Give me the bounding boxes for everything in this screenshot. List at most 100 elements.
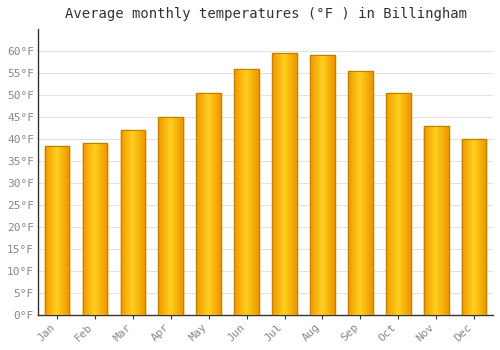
- Bar: [310, 55, 335, 315]
- Bar: [177, 117, 178, 315]
- Bar: [438, 126, 440, 315]
- Bar: [400, 93, 402, 315]
- Bar: [352, 71, 353, 315]
- Bar: [65, 146, 66, 315]
- Bar: [471, 139, 472, 315]
- Bar: [358, 71, 359, 315]
- Bar: [327, 55, 328, 315]
- Bar: [166, 117, 167, 315]
- Bar: [89, 143, 90, 315]
- Bar: [351, 71, 352, 315]
- Bar: [164, 117, 166, 315]
- Bar: [310, 55, 312, 315]
- Bar: [66, 146, 67, 315]
- Bar: [289, 53, 290, 315]
- Bar: [316, 55, 317, 315]
- Bar: [196, 93, 197, 315]
- Bar: [142, 130, 144, 315]
- Bar: [47, 146, 48, 315]
- Bar: [87, 143, 88, 315]
- Bar: [286, 53, 287, 315]
- Bar: [94, 143, 95, 315]
- Bar: [392, 93, 394, 315]
- Bar: [288, 53, 289, 315]
- Bar: [484, 139, 485, 315]
- Bar: [272, 53, 297, 315]
- Bar: [427, 126, 428, 315]
- Bar: [402, 93, 403, 315]
- Bar: [476, 139, 477, 315]
- Bar: [97, 143, 98, 315]
- Bar: [121, 130, 122, 315]
- Bar: [362, 71, 363, 315]
- Bar: [240, 69, 241, 315]
- Bar: [120, 130, 121, 315]
- Bar: [313, 55, 314, 315]
- Bar: [367, 71, 368, 315]
- Bar: [398, 93, 399, 315]
- Bar: [243, 69, 244, 315]
- Bar: [432, 126, 433, 315]
- Bar: [52, 146, 53, 315]
- Bar: [220, 93, 221, 315]
- Bar: [478, 139, 479, 315]
- Bar: [204, 93, 205, 315]
- Bar: [93, 143, 94, 315]
- Bar: [388, 93, 389, 315]
- Bar: [213, 93, 214, 315]
- Bar: [368, 71, 369, 315]
- Bar: [326, 55, 327, 315]
- Bar: [241, 69, 242, 315]
- Bar: [474, 139, 476, 315]
- Bar: [169, 117, 170, 315]
- Bar: [247, 69, 248, 315]
- Bar: [53, 146, 54, 315]
- Bar: [278, 53, 279, 315]
- Bar: [359, 71, 360, 315]
- Bar: [161, 117, 162, 315]
- Bar: [446, 126, 448, 315]
- Bar: [50, 146, 51, 315]
- Bar: [159, 117, 160, 315]
- Bar: [396, 93, 397, 315]
- Bar: [100, 143, 101, 315]
- Bar: [103, 143, 104, 315]
- Bar: [202, 93, 203, 315]
- Bar: [253, 69, 254, 315]
- Bar: [292, 53, 293, 315]
- Bar: [120, 130, 145, 315]
- Bar: [82, 143, 84, 315]
- Bar: [406, 93, 407, 315]
- Bar: [171, 117, 172, 315]
- Bar: [408, 93, 410, 315]
- Bar: [51, 146, 52, 315]
- Bar: [295, 53, 296, 315]
- Bar: [435, 126, 436, 315]
- Bar: [216, 93, 218, 315]
- Bar: [477, 139, 478, 315]
- Bar: [140, 130, 141, 315]
- Bar: [479, 139, 480, 315]
- Bar: [158, 117, 159, 315]
- Bar: [90, 143, 92, 315]
- Bar: [482, 139, 483, 315]
- Bar: [122, 130, 123, 315]
- Bar: [123, 130, 124, 315]
- Bar: [136, 130, 137, 315]
- Bar: [470, 139, 471, 315]
- Bar: [163, 117, 164, 315]
- Bar: [68, 146, 69, 315]
- Bar: [354, 71, 355, 315]
- Bar: [348, 71, 350, 315]
- Bar: [234, 69, 259, 315]
- Bar: [353, 71, 354, 315]
- Bar: [142, 130, 143, 315]
- Bar: [180, 117, 182, 315]
- Bar: [198, 93, 199, 315]
- Bar: [178, 117, 179, 315]
- Bar: [474, 139, 475, 315]
- Bar: [132, 130, 133, 315]
- Bar: [363, 71, 364, 315]
- Bar: [205, 93, 206, 315]
- Bar: [364, 71, 366, 315]
